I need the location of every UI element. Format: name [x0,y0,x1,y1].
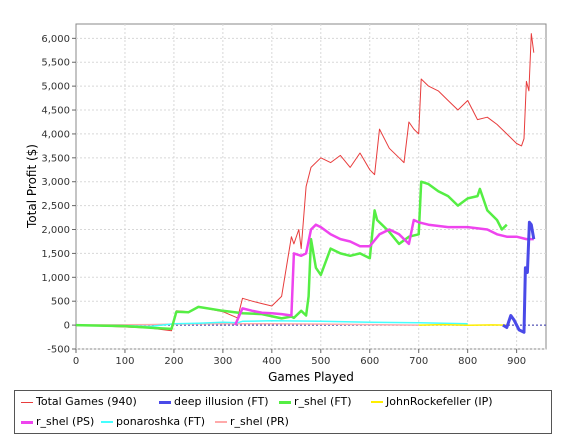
series-lines [75,33,536,334]
plot-background [75,23,547,350]
legend-label: JohnRockefeller (IP) [386,395,493,408]
legend-swatch-total-games [21,401,33,403]
x-axis-ticks: 0 100 200 300 400 500 600 700 800 900 [73,349,526,367]
y-tick-label: 500 [51,297,70,308]
legend-item-total-games[interactable]: Total Games (940) [21,395,137,409]
series-line-total-games-940 [75,33,535,332]
legend-item-r-shel-pr[interactable]: r_shel (PR) [215,415,289,429]
legend-item-deep-illusion[interactable]: deep illusion (FT) [159,395,269,409]
legend: Total Games (940) deep illusion (FT) r_s… [14,390,552,434]
series-line-r-shel-pr [75,322,419,326]
y-tick-label: 2,000 [41,225,70,236]
y-tick-label: 1,000 [41,273,70,284]
legend-item-ponaroshka[interactable]: ponaroshka (FT) [101,415,205,429]
legend-swatch-r-shel-ft [279,400,291,404]
x-tick-label: 700 [409,356,428,367]
y-tick-label: 5,500 [41,58,70,69]
x-tick-label: 500 [311,356,330,367]
y-tick-label: 6,000 [41,34,70,45]
series-line-johnrockefeller-ip [418,323,507,327]
series-line-r-shel-ft [75,180,508,331]
series-line-deep-illusion-ft [502,220,536,334]
legend-label: r_shel (PR) [230,415,289,428]
y-axis-ticks: -500 0 500 1,000 1,500 2,000 2,500 3,000 3,500 4,… [41,34,76,356]
legend-swatch-ponaroshka [101,421,113,423]
series-line-r-shel-ps [233,218,534,326]
x-tick-label: 100 [115,356,134,367]
y-axis-title: Total Profit ($) [25,144,39,229]
legend-swatch-deep-illusion [159,400,171,404]
y-tick-label: -500 [47,345,70,356]
x-tick-label: 0 [73,356,79,367]
x-tick-label: 300 [213,356,232,367]
legend-label: Total Games (940) [36,395,137,408]
x-tick-label: 800 [458,356,477,367]
legend-label: r_shel (FT) [294,395,352,408]
x-tick-label: 900 [507,356,526,367]
legend-swatch-johnrockefeller [371,401,383,403]
x-tick-label: 200 [164,356,183,367]
legend-item-r-shel-ps[interactable]: r_shel (PS) [21,415,94,429]
x-tick-label: 600 [360,356,379,367]
y-tick-label: 4,000 [41,129,70,140]
legend-swatch-r-shel-pr [215,421,227,423]
legend-label: ponaroshka (FT) [116,415,205,428]
legend-swatch-r-shel-ps [21,420,33,424]
legend-label: deep illusion (FT) [174,395,269,408]
y-tick-label: 2,500 [41,201,70,212]
y-tick-label: 3,000 [41,177,70,188]
y-tick-label: 0 [64,321,70,332]
y-tick-label: 1,500 [41,249,70,260]
y-tick-label: 3,500 [41,153,70,164]
y-tick-label: 4,500 [41,106,70,117]
legend-item-r-shel-ft[interactable]: r_shel (FT) [279,395,351,409]
legend-label: r_shel (PS) [36,415,95,428]
x-tick-label: 400 [262,356,281,367]
x-axis-title: Games Played [268,370,354,384]
legend-item-johnrockefeller[interactable]: JohnRockefeller (IP) [371,395,493,409]
y-tick-label: 5,000 [41,82,70,93]
